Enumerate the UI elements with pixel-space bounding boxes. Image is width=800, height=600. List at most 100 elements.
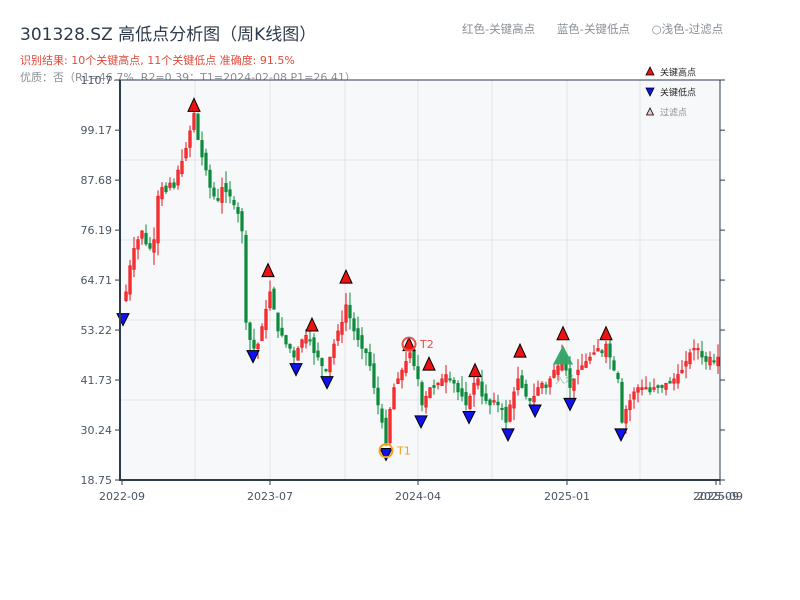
candle-body: [272, 288, 276, 310]
candle-body: [344, 304, 348, 323]
candle-body: [420, 382, 424, 406]
candle-body: [132, 248, 136, 270]
candle-body: [444, 374, 448, 383]
candle-body: [156, 195, 160, 244]
candle-body: [432, 385, 436, 388]
candle-body: [580, 365, 584, 370]
legend-label: 关键低点: [660, 87, 696, 99]
candle-body: [124, 291, 128, 301]
candle-body: [140, 230, 144, 239]
candle-body: [396, 378, 400, 384]
candle-body: [620, 381, 624, 423]
top-legend: 红色-关键高点 蓝色-关键低点 ○浅色-过滤点: [462, 21, 723, 37]
candle-body: [144, 232, 148, 245]
candle-body: [356, 328, 360, 341]
y-tick-label: 53.22: [81, 324, 113, 337]
legend-label: 过滤点: [660, 107, 687, 119]
candle-body: [712, 360, 716, 363]
candle-body: [472, 382, 476, 395]
candle-body: [180, 161, 184, 175]
legend-marker-icon: [645, 66, 655, 76]
candle-body: [332, 343, 336, 358]
key-low-triangle-icon: [379, 447, 393, 462]
candle-body: [228, 189, 232, 197]
candle-body: [536, 387, 540, 396]
candle-body: [672, 378, 676, 384]
candle-body: [636, 387, 640, 393]
candle-body: [288, 343, 292, 349]
chart-title: 301328.SZ 高低点分析图（周K线图）: [20, 25, 317, 45]
candle-body: [240, 211, 244, 232]
candle-body: [556, 365, 560, 375]
candle-body: [196, 113, 200, 140]
candle-body: [520, 375, 524, 388]
candle-body: [624, 409, 628, 424]
candle-body: [300, 339, 304, 348]
result-summary: 识别结果: 10个关键高点, 11个关键低点 准确度: 91.5%: [20, 54, 295, 67]
key-low-triangle-icon: [414, 415, 428, 429]
candle-body: [716, 356, 720, 367]
candle-body: [480, 381, 484, 397]
y-tick-label: 64.71: [81, 274, 113, 287]
candle-body: [452, 379, 456, 384]
candle-body: [676, 374, 680, 384]
x-tick-label: 2024-04: [395, 490, 441, 503]
candle-body: [364, 348, 368, 354]
legend-marker-icon: [645, 87, 655, 97]
candle-body: [392, 387, 396, 410]
candle-body: [652, 387, 656, 390]
candle-body: [616, 372, 620, 380]
candle-body: [404, 361, 408, 373]
candle-body: [244, 234, 248, 323]
x-tick-label: 2025-09: [693, 490, 739, 503]
candle-body: [388, 409, 392, 443]
candle-body: [440, 378, 444, 386]
candle-body: [656, 385, 660, 388]
y-tick-label: 30.24: [81, 424, 113, 437]
candles: [124, 111, 720, 447]
candle-body: [680, 369, 684, 374]
candle-body: [168, 182, 172, 188]
candle-body: [128, 265, 132, 295]
key-high-triangle-icon: [513, 342, 527, 358]
candle-body: [664, 382, 668, 390]
candle-body: [500, 407, 504, 411]
candle-body: [352, 318, 356, 332]
y-tick-label: 18.75: [81, 474, 113, 487]
candle-body: [612, 360, 616, 371]
candle-body: [400, 369, 404, 381]
key-low-triangle-icon: [320, 376, 334, 390]
candle-body: [152, 239, 156, 253]
candle-body: [296, 348, 300, 361]
candle-body: [192, 113, 196, 130]
key-low-triangle-icon: [501, 428, 515, 443]
key-high-triangle-icon: [599, 325, 613, 341]
legend-label: 关键高点: [660, 67, 696, 79]
y-tick-label: 41.73: [81, 374, 113, 387]
x-tick-label: 2025-01: [544, 490, 590, 503]
candle-body: [328, 356, 332, 373]
candle-body: [552, 369, 556, 378]
candle-body: [576, 369, 580, 375]
candle-body: [484, 393, 488, 401]
candle-body: [324, 369, 328, 372]
candle-body: [384, 417, 388, 445]
candle-body: [200, 140, 204, 158]
candle-body: [216, 198, 220, 201]
candle-body: [320, 358, 324, 367]
entry-label: 入场: [555, 373, 575, 386]
candle-body: [428, 387, 432, 399]
candle-body: [264, 308, 268, 330]
candle-body: [164, 185, 168, 193]
key-low-triangle-icon: [528, 404, 542, 419]
candle-body: [204, 152, 208, 171]
candle-body: [660, 385, 664, 388]
key-high-triangle-icon: [261, 262, 275, 278]
candle-body: [412, 349, 416, 367]
candle-body: [312, 337, 316, 354]
candle-body: [160, 187, 164, 200]
candle-body: [696, 348, 700, 351]
candle-body: [236, 207, 240, 214]
axes: 18.75 30.24 41.73 53.22 64.71 76.19 87.68 99.17…: [81, 74, 743, 503]
candle-body: [544, 384, 548, 388]
